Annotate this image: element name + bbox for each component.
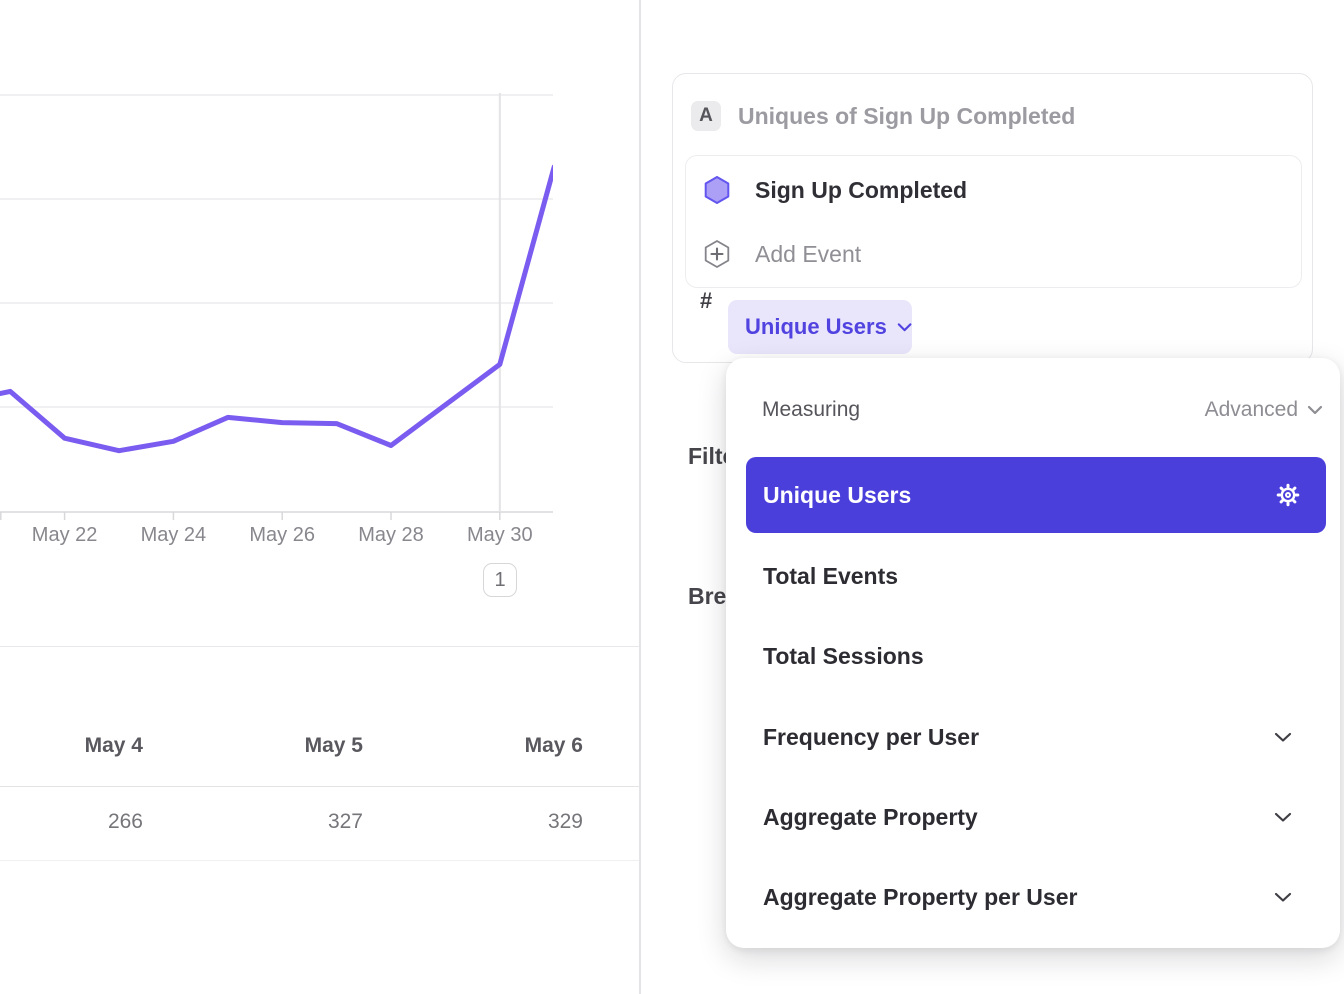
advanced-mode-label: Advanced: [1204, 398, 1298, 421]
x-axis-tick-label: May 26: [249, 524, 315, 546]
table-value-cell: 266: [107, 810, 143, 833]
selected-item-label: Unique Users: [763, 481, 912, 508]
event-name: Sign Up Completed: [755, 176, 968, 203]
divider: [0, 786, 640, 787]
event-card: Sign Up Completed Add Event: [685, 155, 1302, 288]
measuring-heading: Measuring: [762, 398, 861, 421]
count-symbol: #: [700, 288, 713, 313]
measuring-dropdown-menu: Measuring Advanced Unique Users Total Ev…: [726, 358, 1340, 948]
menu-item-aggregate-property-per-user[interactable]: Aggregate Property per User: [746, 857, 1320, 937]
annotation-marker-badge[interactable]: 1: [483, 563, 517, 597]
series-letter-badge[interactable]: A: [691, 101, 721, 131]
table-value-cell: 327: [327, 810, 363, 833]
menu-item-label: Total Events: [763, 562, 899, 589]
add-event-hexagon-plus-icon: [704, 240, 730, 268]
table-header-cell: May 6: [524, 734, 583, 757]
chevron-down-icon: [897, 322, 912, 331]
menu-item-label: Aggregate Property per User: [763, 883, 1078, 910]
measurement-label: Unique Users: [745, 314, 887, 339]
table-value-cell: 329: [547, 810, 583, 833]
advanced-mode-toggle[interactable]: Advanced: [1205, 398, 1323, 422]
chevron-down-icon: [1274, 892, 1292, 902]
series-title: Uniques of Sign Up Completed: [738, 103, 1076, 129]
menu-item-label: Frequency per User: [763, 723, 980, 750]
event-hexagon-icon: [704, 176, 730, 204]
x-axis-tick-label: May 24: [140, 524, 207, 546]
metric-query-card: A Uniques of Sign Up Completed Sign Up C…: [672, 73, 1313, 363]
x-axis-tick-label: May 28: [358, 524, 424, 546]
table-header-cell: May 5: [304, 734, 363, 757]
divider: [0, 860, 640, 861]
chevron-down-icon: [1307, 405, 1323, 415]
pane-divider: [639, 0, 641, 994]
table-value-row: 266 327 329: [0, 810, 640, 838]
menu-item-total-sessions[interactable]: Total Sessions: [746, 616, 1320, 696]
chevron-down-icon: [1274, 812, 1292, 822]
menu-item-unique-users-selected[interactable]: Unique Users: [746, 457, 1326, 533]
chart-pane: May 22 May 24 May 26 May 28 May 30 1 May…: [0, 0, 640, 994]
menu-item-frequency-per-user[interactable]: Frequency per User: [746, 697, 1320, 777]
table-header-row: May 4 May 5 May 6: [0, 734, 640, 762]
table-header-cell: May 4: [84, 734, 143, 757]
menu-item-label: Total Sessions: [763, 642, 924, 669]
gear-icon[interactable]: [1274, 481, 1302, 509]
menu-item-label: Aggregate Property: [763, 803, 978, 830]
event-row[interactable]: Sign Up Completed: [686, 158, 1301, 222]
menu-item-aggregate-property[interactable]: Aggregate Property: [746, 777, 1320, 857]
x-axis-tick-label: May 30: [467, 524, 533, 546]
menu-item-total-events[interactable]: Total Events: [746, 536, 1320, 616]
x-axis-tick-label: May 22: [31, 524, 98, 546]
chevron-down-icon: [1274, 732, 1292, 742]
add-event-button[interactable]: Add Event: [686, 222, 1301, 286]
add-event-label: Add Event: [755, 240, 862, 267]
divider: [0, 646, 640, 647]
line-chart[interactable]: [0, 0, 640, 560]
measurement-dropdown-pill[interactable]: Unique Users: [728, 300, 912, 354]
